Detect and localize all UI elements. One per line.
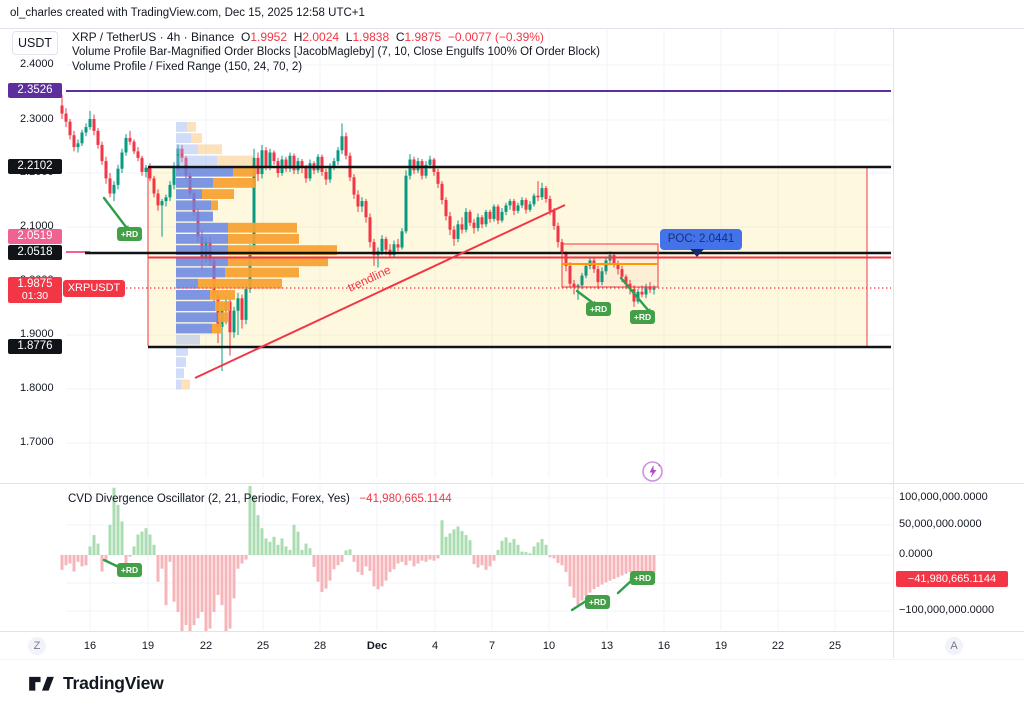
time-tick-label: 4 [431, 640, 439, 652]
price-tick-label: 1.9000 [20, 328, 54, 340]
currency-toggle-button[interactable]: USDT [12, 31, 58, 55]
price-tick-label: 2.3000 [20, 113, 54, 125]
price-badge-value: 1.9875 [17, 278, 53, 290]
rd-signal-badge: +RD [630, 310, 655, 324]
oscillator-tick-label: −100,000,000.0000 [899, 604, 995, 616]
time-tick-label: 19 [141, 640, 155, 652]
quick-action-lightning-icon[interactable] [641, 460, 664, 483]
time-tick-label: 16 [83, 640, 97, 652]
low-label: L [345, 30, 353, 44]
price-level-badge: 2.0519 [8, 229, 62, 244]
price-badge-value: 2.0519 [17, 230, 53, 242]
time-tick-label: 13 [600, 640, 614, 652]
price-badge-value: 2.2102 [17, 160, 53, 172]
poc-text: POC: 2.0441 [667, 233, 735, 245]
price-badge-value: 1.8776 [17, 340, 53, 352]
high-value: 2.0024 [302, 30, 340, 44]
price-level-badge: 2.0518 [8, 245, 62, 260]
oscillator-title[interactable]: CVD Divergence Oscillator (2, 21, Period… [68, 493, 350, 505]
time-tick-label: 10 [542, 640, 556, 652]
rd-signal-badge: +RD [630, 571, 655, 585]
time-tick-label: 28 [313, 640, 327, 652]
price-tick-label: 1.7000 [20, 436, 54, 448]
order-block-box [561, 243, 659, 288]
price-tick-label: 1.8000 [20, 382, 54, 394]
price-badge-value: 2.3526 [17, 84, 53, 96]
poc-price-label: POC: 2.0441 [660, 229, 742, 257]
time-tick-label: 19 [714, 640, 728, 652]
oscillator-tick-label: 0.0000 [899, 548, 933, 560]
rd-signal-badge: +RD [117, 227, 142, 241]
open-label: O [240, 30, 251, 44]
chart-legend: XRP / TetherUS · 4h · Binance O1.9952 H2… [72, 30, 600, 75]
price-badge-countdown: 01:30 [21, 290, 49, 302]
oscillator-tick-label: 100,000,000.0000 [899, 491, 988, 503]
footer-divider [0, 659, 1024, 660]
rd-signal-badge: +RD [586, 302, 611, 316]
open-value: 1.9952 [250, 30, 288, 44]
oscillator-legend[interactable]: CVD Divergence Oscillator (2, 21, Period… [68, 493, 452, 505]
time-tick-label: 25 [828, 640, 842, 652]
tradingview-logo[interactable]: TradingView [28, 673, 164, 694]
indicator-legend-volume-profile[interactable]: Volume Profile / Fixed Range (150, 24, 7… [72, 61, 303, 73]
oscillator-histogram [60, 486, 656, 632]
time-tick-label: Dec [366, 640, 388, 652]
symbol-legend-row[interactable]: XRP / TetherUS · 4h · Binance O1.9952 H2… [72, 30, 600, 45]
tradingview-logo-icon [29, 676, 54, 691]
level-lines [66, 90, 891, 349]
change-value: −0.0077 (−0.39%) [447, 30, 544, 44]
price-level-badge: 2.2102 [8, 159, 62, 174]
oscillator-value: −41,980,665.1144 [359, 493, 452, 505]
volume-profile [176, 122, 337, 390]
symbol-title[interactable]: XRP / TetherUS · 4h · Binance [72, 30, 235, 44]
oscillator-value-badge: −41,980,665.1144 [896, 571, 1008, 587]
axis-settings-button[interactable]: A [945, 637, 963, 655]
close-label: C [395, 30, 405, 44]
poc-pointer-icon [690, 249, 704, 257]
time-tick-label: 16 [657, 640, 671, 652]
time-tick-label: 22 [199, 640, 213, 652]
price-axis-divider [893, 29, 894, 658]
price-badge-value: 2.0518 [17, 246, 53, 258]
indicator-legend-order-blocks[interactable]: Volume Profile Bar-Magnified Order Block… [72, 46, 600, 58]
symbol-price-tag: XRPUSDT [63, 280, 125, 297]
rd-signal-badge: +RD [117, 563, 142, 577]
pane-divider[interactable] [0, 483, 1024, 484]
low-value: 1.9838 [352, 30, 390, 44]
price-level-badge: 1.8776 [8, 339, 62, 354]
price-level-badge: 2.3526 [8, 83, 62, 98]
time-tick-label: 7 [488, 640, 496, 652]
time-axis-divider [0, 631, 1024, 632]
time-tick-label: 22 [771, 640, 785, 652]
high-label: H [293, 30, 303, 44]
oscillator-tick-label: 50,000,000.0000 [899, 518, 982, 530]
tradingview-brand-text: TradingView [63, 673, 164, 693]
price-tick-label: 2.4000 [20, 58, 54, 70]
creator-attribution: ol_charles created with TradingView.com,… [10, 7, 365, 19]
header-divider [0, 28, 1024, 29]
price-level-badge: 1.9875 01:30 [8, 277, 62, 303]
rd-signal-badge: +RD [585, 595, 610, 609]
timezone-button[interactable]: Z [28, 637, 46, 655]
close-value: 1.9875 [404, 30, 442, 44]
time-tick-label: 25 [256, 640, 270, 652]
